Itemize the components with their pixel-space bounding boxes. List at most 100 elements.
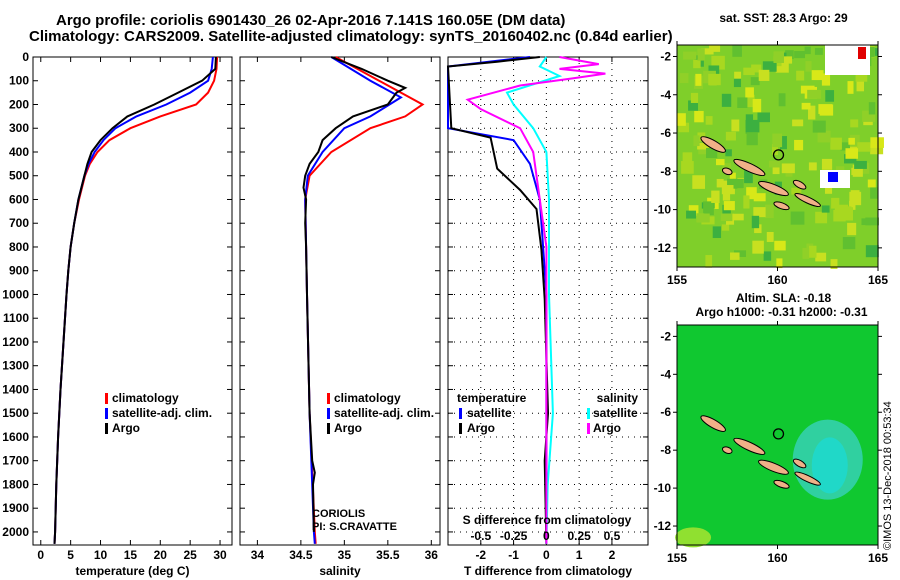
annotation-text: PI: S.CRAVATTE [312, 521, 397, 533]
y-tick-label: 1200 [2, 335, 29, 349]
sst-cell [723, 201, 735, 211]
sst-cell [679, 73, 689, 84]
legend-label: Argo [112, 421, 140, 435]
sst-cell [732, 45, 742, 57]
island [773, 201, 790, 211]
y-tick-label: 600 [9, 192, 29, 206]
sst-cell [773, 51, 784, 63]
sst-cell [794, 139, 804, 151]
sst-cell [732, 213, 744, 221]
y-tick-label: 100 [9, 74, 29, 88]
lat-tick-label: -12 [654, 519, 672, 533]
x-tick-label: 1 [576, 548, 583, 562]
sst-cell [711, 190, 720, 203]
sst-cell [722, 163, 731, 171]
x-tick-label: 20 [154, 548, 168, 562]
sst-cell [802, 247, 810, 259]
legend-label: climatology [334, 391, 401, 405]
sst-cell [824, 186, 833, 194]
sst-cell [733, 250, 747, 258]
series-line-t-satellite [447, 56, 548, 544]
legend-swatch [459, 423, 462, 434]
legend-title-salinity: salinity [597, 391, 639, 405]
x-axis-label: T difference from climatology [464, 564, 632, 578]
sst-cell [751, 64, 762, 73]
island [794, 471, 821, 486]
y-tick-label: 1700 [2, 454, 29, 468]
lat-tick-label: -12 [654, 241, 672, 255]
island [700, 136, 726, 153]
sst-cell [768, 160, 781, 168]
sst-cell [709, 45, 721, 52]
x-tick-label: -1 [508, 548, 519, 562]
title-line-2: Climatology: CARS2009. Satellite-adjuste… [29, 28, 673, 45]
legend-title-temperature: temperature [457, 391, 527, 405]
annotation-text: CORIOLIS [312, 508, 365, 520]
series-line-argo [302, 56, 408, 532]
x-tick-label: 10 [94, 548, 108, 562]
map-title: sat. SST: 28.3 Argo: 29 [719, 11, 848, 25]
sst-cell [708, 65, 720, 75]
s-tick-label: -0.25 [500, 529, 528, 543]
sst-cell [781, 163, 795, 174]
sst-cell [743, 67, 755, 76]
sst-cell [857, 142, 871, 152]
sst-cold-cell [828, 172, 838, 182]
sst-cell [722, 190, 731, 201]
y-tick-label: 1600 [2, 430, 29, 444]
sst-cell [696, 213, 710, 223]
x-tick-label: 34 [251, 548, 265, 562]
sst-cell [697, 48, 705, 61]
sst-cell [688, 205, 699, 216]
sst-cell [733, 178, 744, 189]
sst-cell [870, 137, 884, 148]
y-tick-label: 300 [9, 121, 29, 135]
sst-cell [785, 50, 794, 60]
series-line-satellite-adj-clim- [304, 56, 403, 544]
x-tick-label: 0 [543, 548, 550, 562]
sst-cell [745, 119, 760, 133]
sst-cell [678, 122, 690, 133]
legend-swatch [587, 408, 590, 419]
island [758, 459, 789, 475]
sst-cell [791, 187, 802, 195]
sst-cell [750, 77, 760, 86]
sst-cell [842, 237, 856, 250]
sla-anomaly [675, 527, 712, 548]
sst-cell [848, 137, 855, 145]
sst-cell [855, 70, 868, 82]
sst-cell [745, 87, 754, 98]
lat-tick-label: -6 [660, 126, 671, 140]
island [773, 479, 790, 489]
legend-label: Argo [593, 421, 621, 435]
x-tick-label: 35.5 [376, 548, 400, 562]
x-tick-label: -2 [475, 548, 486, 562]
s-axis-label: S difference from climatology [463, 513, 632, 527]
sst-cell [818, 104, 833, 114]
map-altimetry: 155 160 165 -2 -4 -6 -8 -10 -12 Altim. SLA: -0.18… [654, 291, 889, 565]
sst-cell [801, 102, 811, 110]
lat-tick-label: -10 [654, 203, 672, 217]
series-line-climatology [53, 56, 219, 544]
legend-label: satellite-adj. clim. [334, 406, 434, 420]
s-tick-label: -0.5 [470, 529, 491, 543]
y-tick-label: 1000 [2, 287, 29, 301]
lat-tick-label: -10 [654, 481, 672, 495]
series-line-climatology [304, 56, 425, 544]
legend-label: satellite [467, 406, 512, 420]
sst-cell [831, 197, 840, 209]
y-tick-label: 700 [9, 216, 29, 230]
sst-cell [796, 70, 805, 81]
x-tick-label: 2 [609, 548, 616, 562]
x-tick-label: 35 [338, 548, 352, 562]
island [700, 415, 726, 432]
y-tick-label: 400 [9, 145, 29, 159]
sst-cell [776, 258, 783, 269]
sst-cell [697, 142, 710, 150]
y-tick-label: 900 [9, 264, 29, 278]
sst-cell [763, 251, 772, 261]
sst-cell [845, 148, 859, 159]
sst-cell [830, 259, 838, 269]
sst-cell [794, 51, 806, 59]
lat-tick-label: -8 [660, 164, 671, 178]
